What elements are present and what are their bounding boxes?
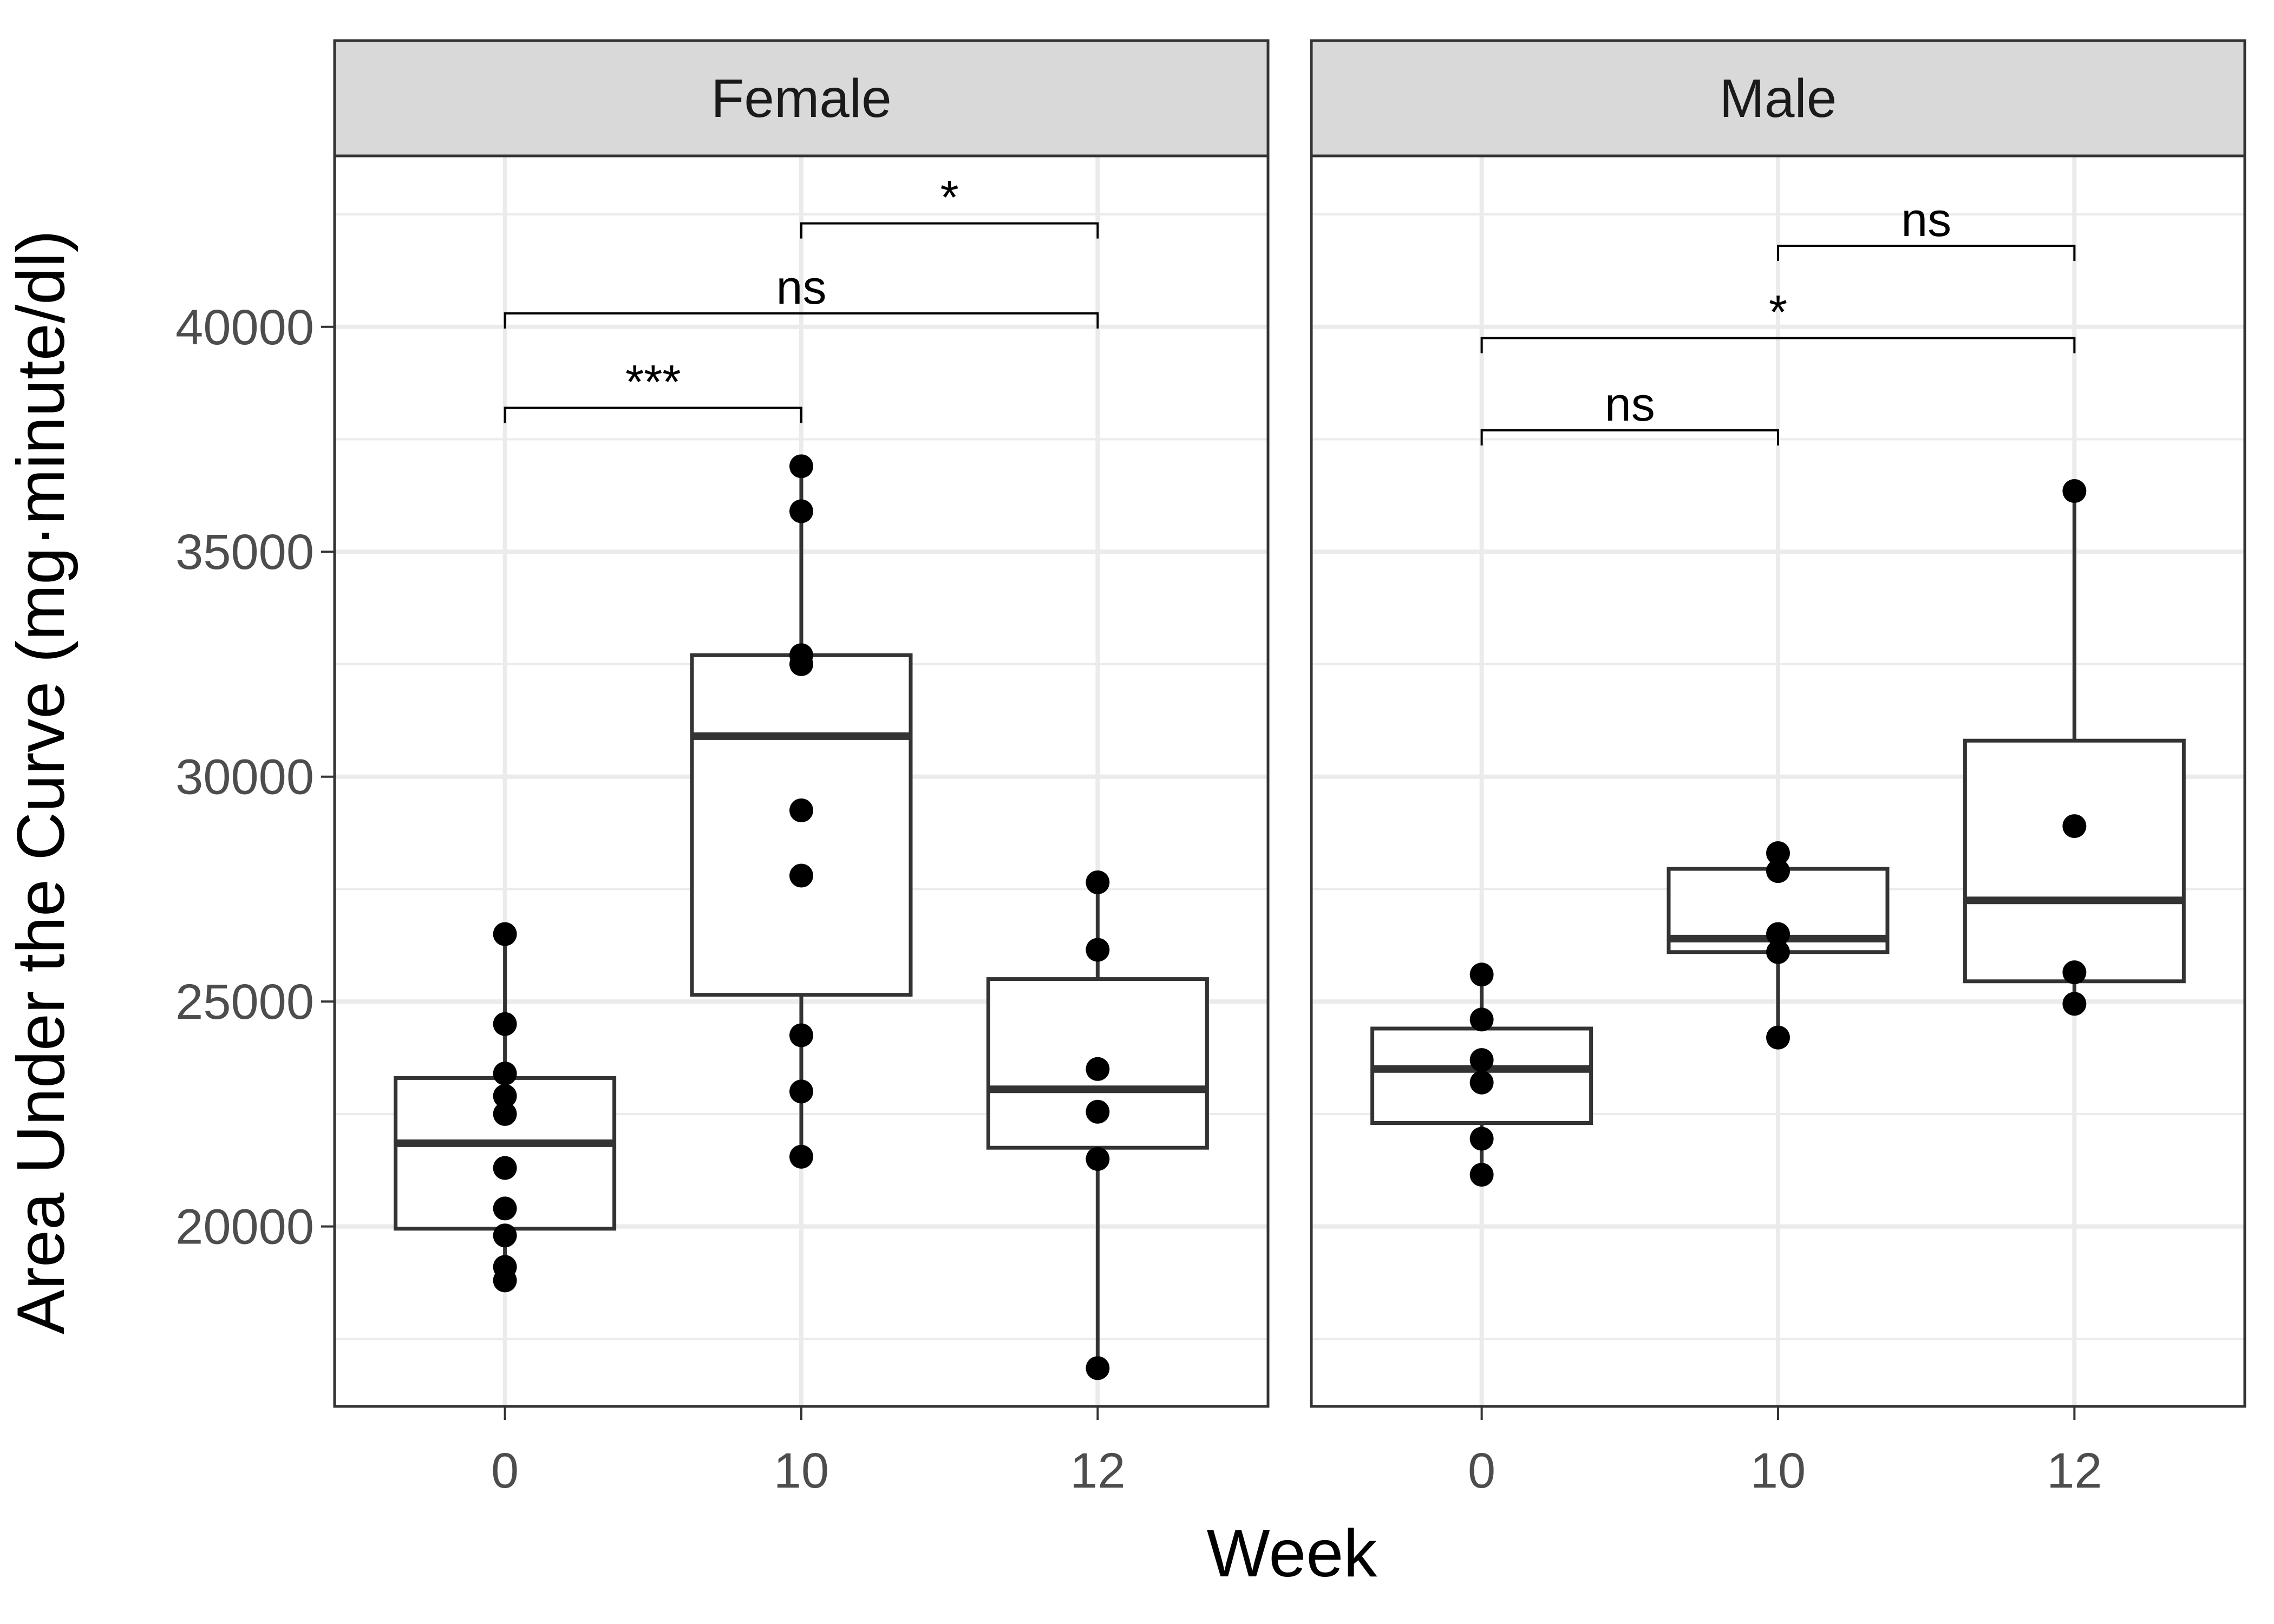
data-point xyxy=(1766,841,1790,865)
data-point xyxy=(1469,1070,1494,1095)
significance-bracket: * xyxy=(1480,285,2076,353)
data-point xyxy=(1086,1099,1110,1124)
significance-bracket: ns xyxy=(1480,377,1779,446)
x-tick-label: 12 xyxy=(1070,1443,1125,1498)
box-male-week-0 xyxy=(1370,962,1593,1187)
bracket-line xyxy=(1480,429,1779,446)
x-axis-title: Week xyxy=(1207,1516,1378,1591)
data-point xyxy=(789,499,813,523)
data-point xyxy=(1469,1048,1494,1072)
data-point xyxy=(493,1268,517,1293)
data-point xyxy=(1086,1356,1110,1380)
data-point xyxy=(1469,1163,1494,1187)
panel-female: Female *** ns * 0 10 12 xyxy=(333,39,1270,1498)
data-point xyxy=(2062,960,2087,985)
data-point xyxy=(789,652,813,676)
facet-strip-label: Male xyxy=(1720,68,1837,129)
bracket-line xyxy=(504,407,802,423)
data-point xyxy=(493,1062,517,1086)
data-point xyxy=(493,1156,517,1180)
significance-label: *** xyxy=(625,355,681,408)
y-tick-label: 40000 xyxy=(175,300,314,355)
box-female-week-12 xyxy=(986,870,1209,1380)
box-iqr xyxy=(690,653,913,997)
data-point xyxy=(789,1144,813,1169)
data-point xyxy=(1086,938,1110,962)
significance-label: * xyxy=(940,171,959,224)
bracket-line xyxy=(1480,337,2076,353)
box-male-week-12 xyxy=(1963,479,2186,1016)
data-point xyxy=(493,1223,517,1248)
data-point xyxy=(2062,814,2087,839)
data-point xyxy=(1469,1127,1494,1151)
data-point xyxy=(493,1196,517,1221)
data-point xyxy=(493,922,517,946)
data-point xyxy=(789,863,813,888)
x-tick-label: 10 xyxy=(1750,1443,1806,1498)
bracket-line xyxy=(504,312,1099,329)
x-tick-label: 0 xyxy=(1468,1443,1495,1498)
data-point xyxy=(789,798,813,823)
bracket-line xyxy=(800,222,1099,239)
data-point xyxy=(1086,870,1110,894)
bracket-line xyxy=(1777,245,2076,261)
data-point xyxy=(2062,992,2087,1016)
y-tick-label: 35000 xyxy=(175,525,314,580)
y-tick-label: 30000 xyxy=(175,750,314,805)
significance-label: ns xyxy=(1901,193,1951,246)
data-point xyxy=(789,1023,813,1047)
box-iqr xyxy=(1370,1026,1593,1125)
panel-male: Male ns * ns 0 10 12 xyxy=(1310,39,2246,1498)
y-tick-label: 20000 xyxy=(175,1200,314,1255)
facet-strip-label: Female xyxy=(711,68,891,129)
x-tick-label: 12 xyxy=(2047,1443,2102,1498)
data-point xyxy=(1766,922,1790,946)
data-point xyxy=(1086,1057,1110,1081)
facet-strip xyxy=(1310,39,2246,158)
y-axis-title: Area Under the Curve (mg·minute/dl) xyxy=(4,230,79,1334)
data-point xyxy=(493,1102,517,1126)
data-point xyxy=(1086,1147,1110,1171)
data-point xyxy=(1766,859,1790,883)
data-point xyxy=(1766,940,1790,964)
data-point xyxy=(493,1084,517,1108)
significance-bracket: *** xyxy=(504,355,802,423)
data-point xyxy=(1469,962,1494,987)
box-female-week-10 xyxy=(690,454,913,1169)
y-axis-ticks: 20000 25000 30000 35000 40000 xyxy=(175,300,335,1255)
data-point xyxy=(493,1012,517,1036)
data-point xyxy=(2062,479,2087,503)
box-male-week-10 xyxy=(1667,841,1890,1050)
x-tick-label: 10 xyxy=(774,1443,829,1498)
box-female-week-0 xyxy=(394,922,617,1293)
significance-bracket: ns xyxy=(1777,193,2076,261)
data-point xyxy=(789,1079,813,1104)
box-iqr xyxy=(1963,738,2186,984)
x-tick-label: 0 xyxy=(491,1443,519,1498)
significance-label: ns xyxy=(1605,377,1655,431)
significance-bracket: * xyxy=(800,171,1099,239)
data-point xyxy=(789,454,813,479)
data-point xyxy=(1469,1007,1494,1032)
data-point xyxy=(1766,1025,1790,1050)
facet-panels: Female *** ns * 0 10 12 Male ns * ns 0 10 12 xyxy=(333,39,2246,1498)
y-tick-label: 25000 xyxy=(175,974,314,1030)
significance-label: * xyxy=(1769,285,1787,339)
significance-label: ns xyxy=(776,260,827,314)
significance-bracket: ns xyxy=(504,260,1099,329)
